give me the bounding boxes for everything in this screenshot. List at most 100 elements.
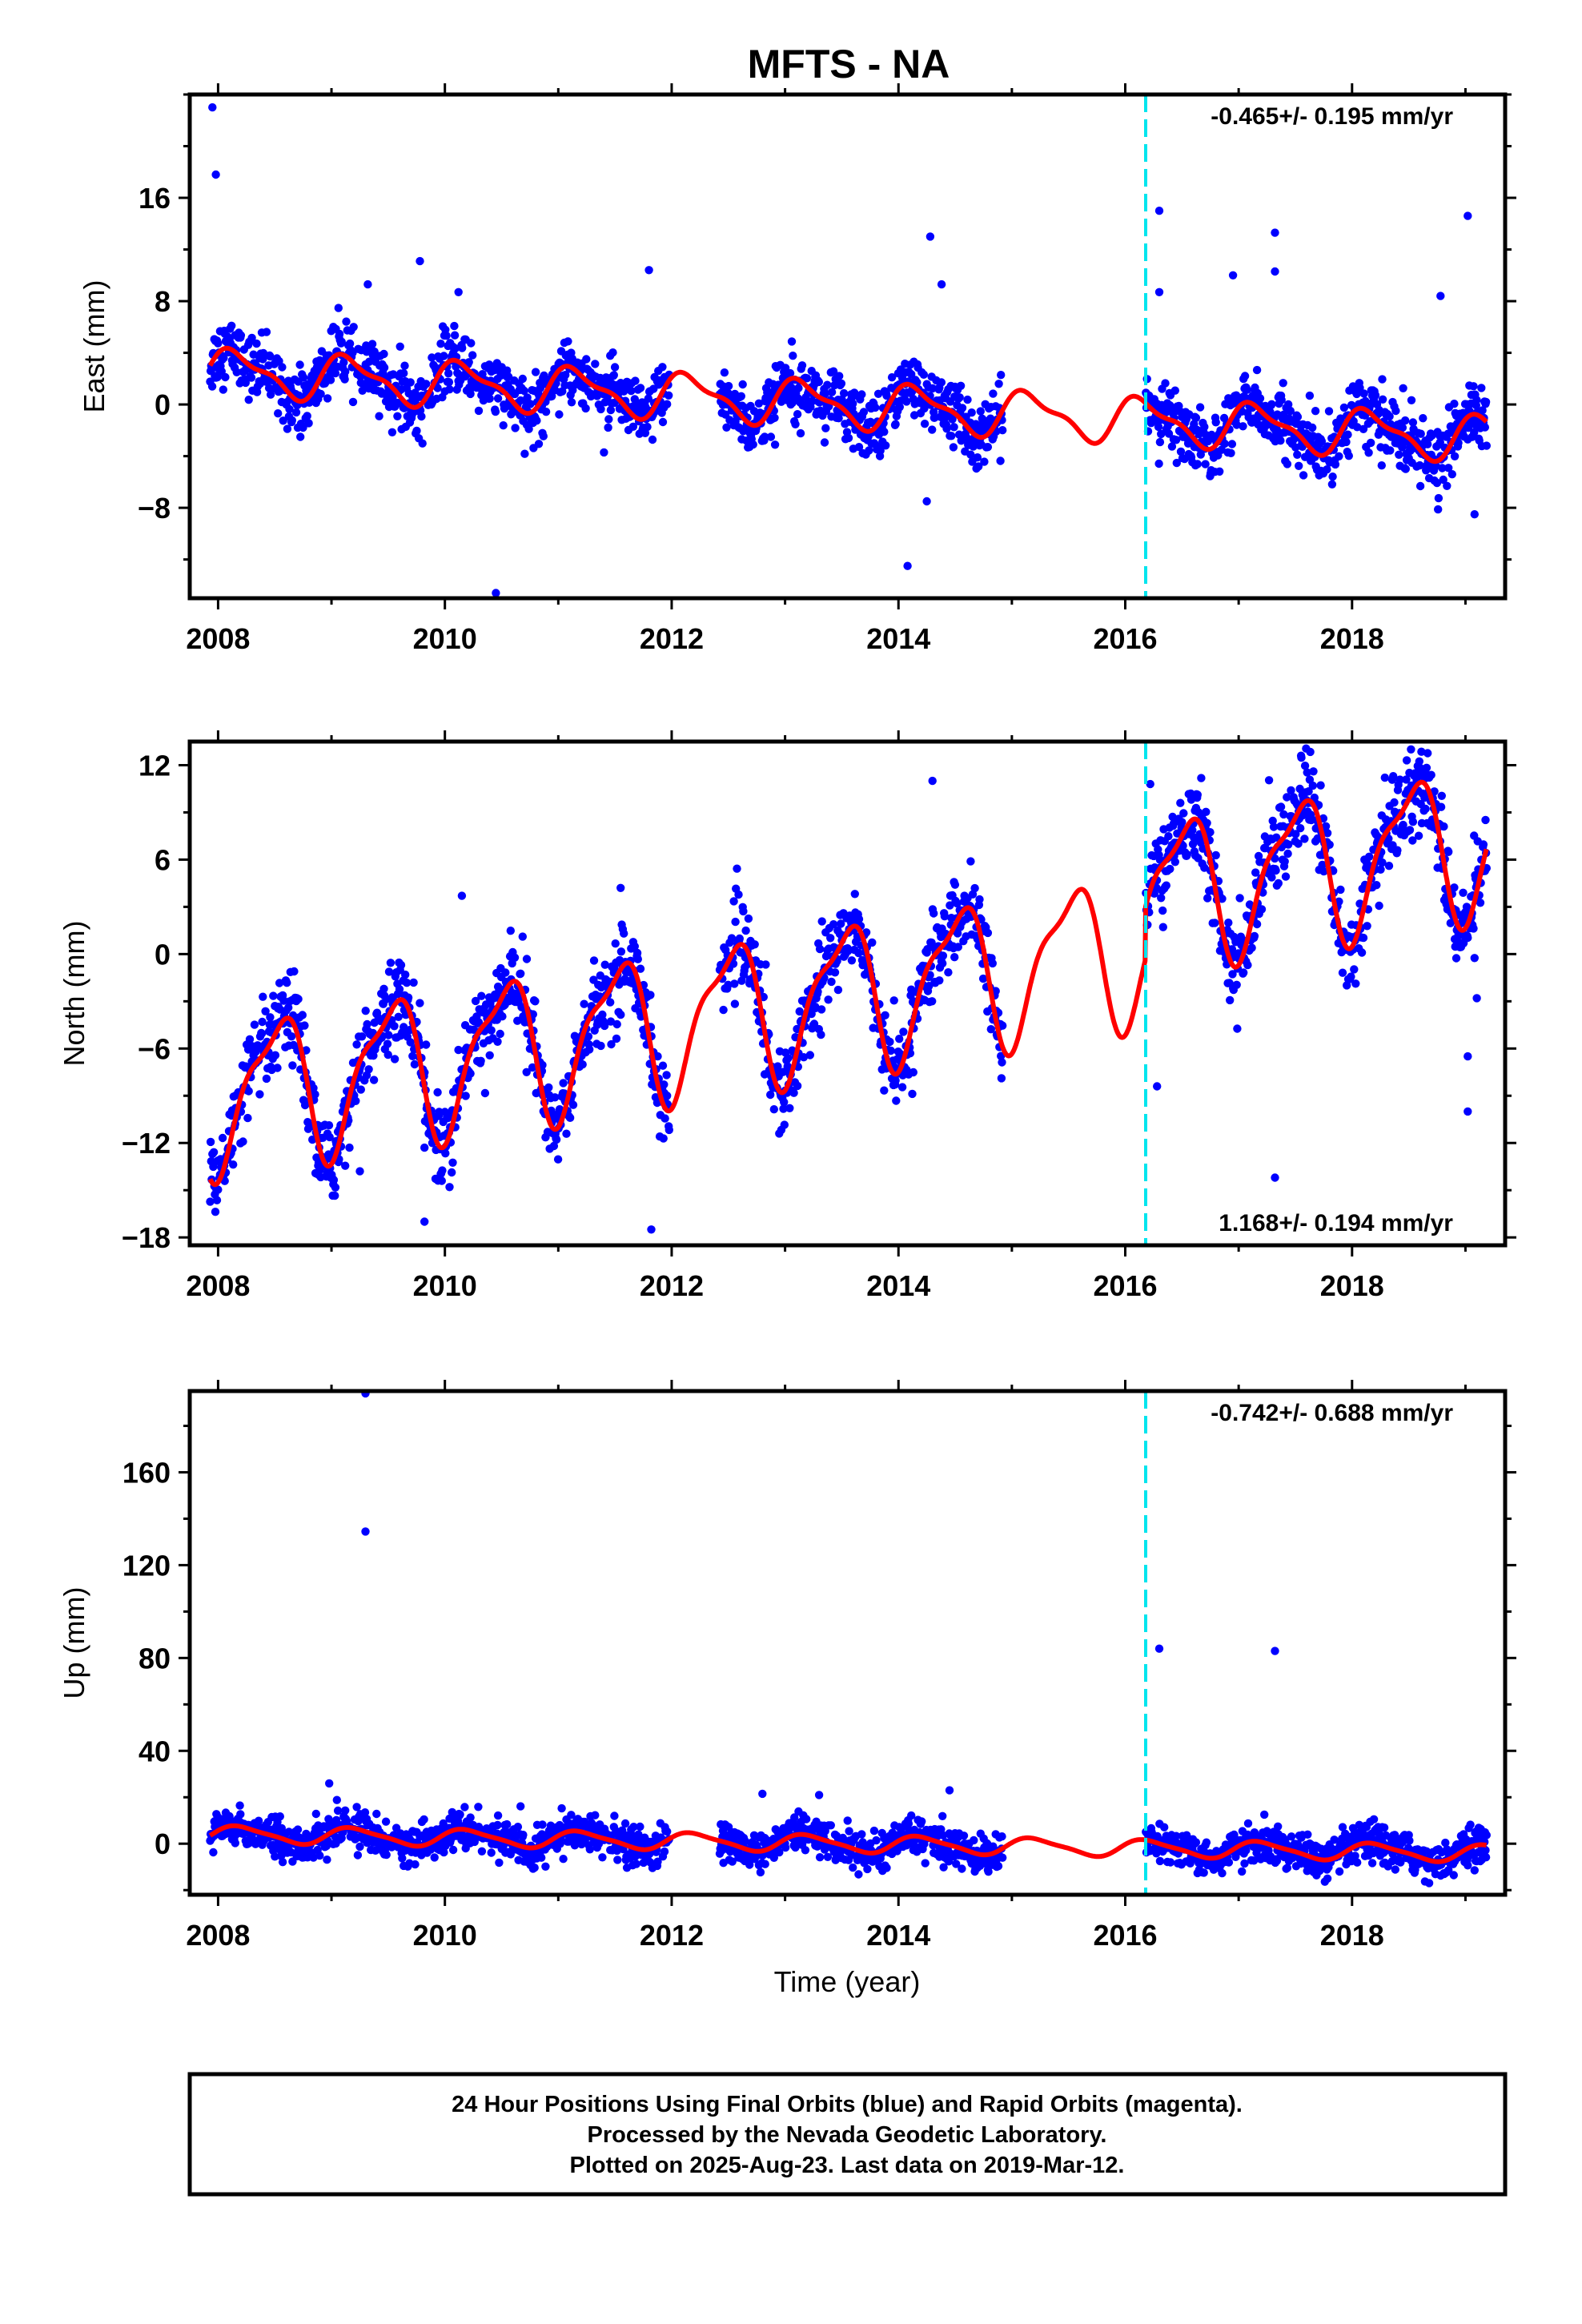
data-point (636, 384, 645, 392)
data-point (275, 1812, 284, 1821)
data-point (485, 1051, 494, 1060)
data-point (266, 352, 275, 361)
data-point (1469, 382, 1478, 391)
data-point (813, 987, 822, 996)
data-point (869, 1826, 879, 1835)
data-point (1347, 972, 1355, 981)
data-point (510, 953, 520, 963)
data-point (339, 358, 348, 367)
data-point (357, 1032, 367, 1041)
data-point (303, 412, 311, 420)
data-point (458, 344, 467, 352)
data-point (375, 412, 383, 420)
data-point (476, 1056, 485, 1066)
data-point (568, 1100, 578, 1109)
data-point (821, 424, 830, 432)
data-point (541, 1862, 550, 1871)
data-point (1479, 840, 1488, 849)
data-point (1274, 879, 1283, 888)
data-point (1452, 954, 1461, 963)
data-point (724, 381, 733, 391)
data-point (1402, 775, 1411, 784)
data-point (612, 1034, 621, 1043)
data-point (396, 960, 406, 970)
velocity-annotation: -0.465+/- 0.195 mm/yr (1211, 103, 1453, 130)
data-point (955, 393, 964, 402)
data-point (660, 1847, 669, 1856)
data-point (1294, 839, 1303, 848)
data-point (722, 423, 731, 432)
data-point (522, 955, 532, 963)
data-point (976, 407, 986, 416)
x-tick-label: 2010 (413, 622, 477, 655)
data-point (585, 1845, 594, 1854)
data-point (598, 1010, 607, 1019)
data-point (309, 1853, 318, 1862)
data-point (1389, 772, 1398, 781)
data-point (523, 393, 532, 402)
data-point (1293, 450, 1302, 459)
data-point (1343, 430, 1352, 439)
data-point (660, 1080, 669, 1089)
data-point (793, 1081, 802, 1091)
data-point (408, 1051, 417, 1061)
data-point (499, 1841, 508, 1851)
data-point (404, 993, 413, 1002)
data-point (440, 1848, 448, 1857)
data-point (1211, 418, 1220, 427)
data-point (891, 420, 900, 428)
data-point (466, 389, 475, 399)
data-point (383, 1050, 392, 1059)
data-point (435, 1108, 444, 1116)
data-point (997, 371, 1006, 380)
data-point (493, 1811, 503, 1820)
x-tick-label: 2016 (1093, 622, 1157, 655)
data-point (873, 389, 883, 398)
data-point (966, 450, 975, 459)
data-point (1173, 829, 1182, 838)
data-point (663, 1827, 672, 1836)
data-point (1478, 406, 1487, 415)
data-point (1435, 438, 1445, 447)
data-point (1401, 416, 1410, 425)
data-point (218, 1133, 227, 1143)
data-point (658, 1061, 668, 1070)
data-point (363, 1019, 371, 1029)
data-point (1191, 413, 1201, 422)
data-point (823, 380, 832, 389)
data-point (881, 1011, 889, 1020)
data-point (958, 404, 967, 412)
data-point (433, 1088, 442, 1097)
outlier-point (928, 776, 937, 786)
data-point (834, 414, 843, 423)
data-point (537, 1853, 546, 1862)
data-point (1176, 798, 1185, 807)
data-point (1469, 924, 1478, 933)
data-point (493, 394, 503, 403)
data-point (219, 385, 227, 394)
data-point (998, 1058, 1006, 1067)
data-point (1154, 422, 1163, 432)
data-point (1327, 480, 1337, 489)
data-point (1276, 802, 1286, 811)
data-point (849, 399, 857, 408)
data-point (817, 917, 826, 926)
data-points (206, 744, 1492, 1234)
data-point (1233, 1024, 1242, 1033)
data-point (1176, 447, 1186, 456)
data-point (247, 373, 256, 382)
data-point (827, 977, 836, 987)
data-point (1243, 960, 1252, 970)
data-point (606, 1017, 616, 1026)
data-point (538, 1060, 547, 1070)
data-point (826, 934, 835, 943)
data-point (1162, 881, 1171, 890)
data-point (847, 956, 857, 965)
data-point (1250, 931, 1259, 941)
data-point (209, 1848, 218, 1857)
data-point (612, 1019, 621, 1029)
data-point (356, 1085, 365, 1094)
data-point (299, 423, 307, 432)
data-point (1266, 408, 1275, 416)
data-point (892, 1096, 901, 1105)
